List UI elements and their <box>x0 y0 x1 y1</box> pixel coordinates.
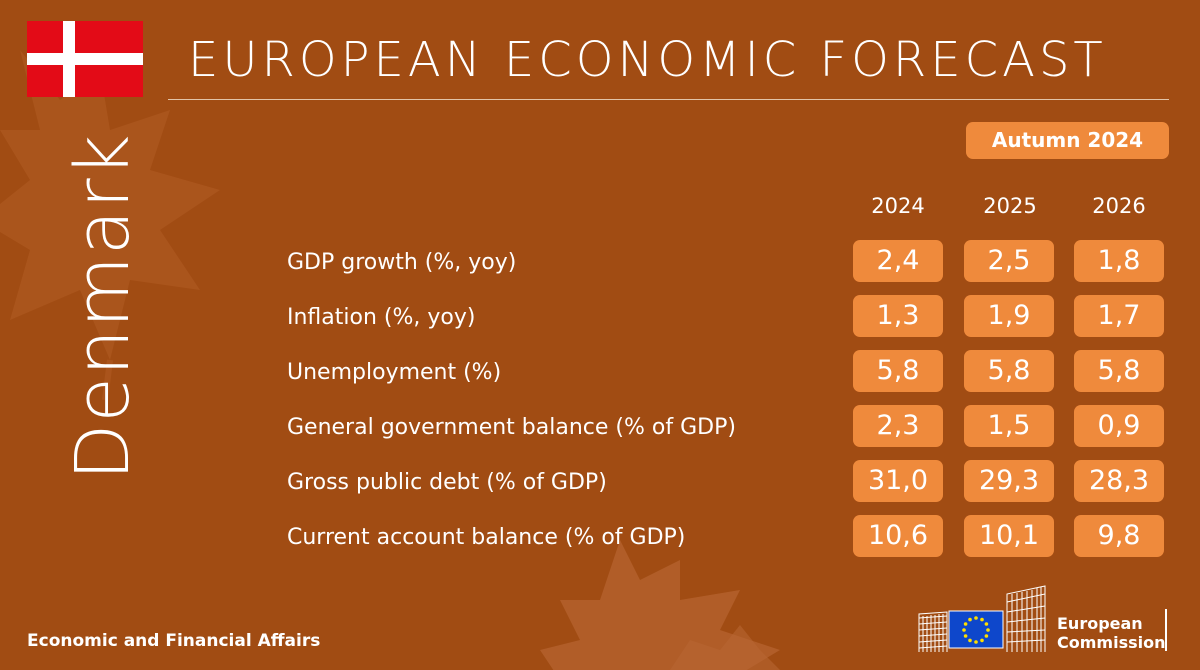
row-label-inflation: Inflation (%, yoy) <box>287 305 476 330</box>
row-label-gdp-growth: GDP growth (%, yoy) <box>287 250 517 275</box>
value-cell: 9,8 <box>1074 515 1164 557</box>
row-label-government-balance: General government balance (% of GDP) <box>287 415 736 440</box>
value-cell: 1,9 <box>964 295 1054 337</box>
denmark-flag-icon <box>27 21 143 97</box>
value-cell: 10,1 <box>964 515 1054 557</box>
country-name: Denmark <box>60 133 146 481</box>
value-cell: 28,3 <box>1074 460 1164 502</box>
maple-leaf-bottom-right <box>670 625 780 670</box>
value-cell: 2,3 <box>853 405 943 447</box>
european-commission-label: European Commission <box>1057 614 1166 652</box>
value-cell: 1,7 <box>1074 295 1164 337</box>
maple-leaf-top-left <box>0 50 220 400</box>
logo-divider <box>1165 609 1167 651</box>
value-cell: 5,8 <box>1074 350 1164 392</box>
value-cell: 1,3 <box>853 295 943 337</box>
country-name-box: Denmark <box>60 118 146 496</box>
value-cell: 5,8 <box>853 350 943 392</box>
year-header-2024: 2024 <box>871 194 925 218</box>
value-cell: 31,0 <box>853 460 943 502</box>
value-cell: 2,5 <box>964 240 1054 282</box>
page-title: EUROPEAN ECONOMIC FORECAST <box>188 32 1107 88</box>
year-header-2025: 2025 <box>983 194 1037 218</box>
value-cell: 1,5 <box>964 405 1054 447</box>
value-cell: 2,4 <box>853 240 943 282</box>
year-header-2026: 2026 <box>1092 194 1146 218</box>
maple-leaf-bottom <box>540 540 780 670</box>
value-cell: 29,3 <box>964 460 1054 502</box>
value-cell: 10,6 <box>853 515 943 557</box>
season-badge: Autumn 2024 <box>966 122 1169 159</box>
row-label-unemployment: Unemployment (%) <box>287 360 502 385</box>
value-cell: 1,8 <box>1074 240 1164 282</box>
value-cell: 5,8 <box>964 350 1054 392</box>
european-commission-logo <box>918 585 1046 652</box>
department-name: Economic and Financial Affairs <box>27 631 321 651</box>
row-label-current-account: Current account balance (% of GDP) <box>287 525 686 550</box>
row-label-public-debt: Gross public debt (% of GDP) <box>287 470 607 495</box>
value-cell: 0,9 <box>1074 405 1164 447</box>
title-divider <box>168 99 1169 100</box>
